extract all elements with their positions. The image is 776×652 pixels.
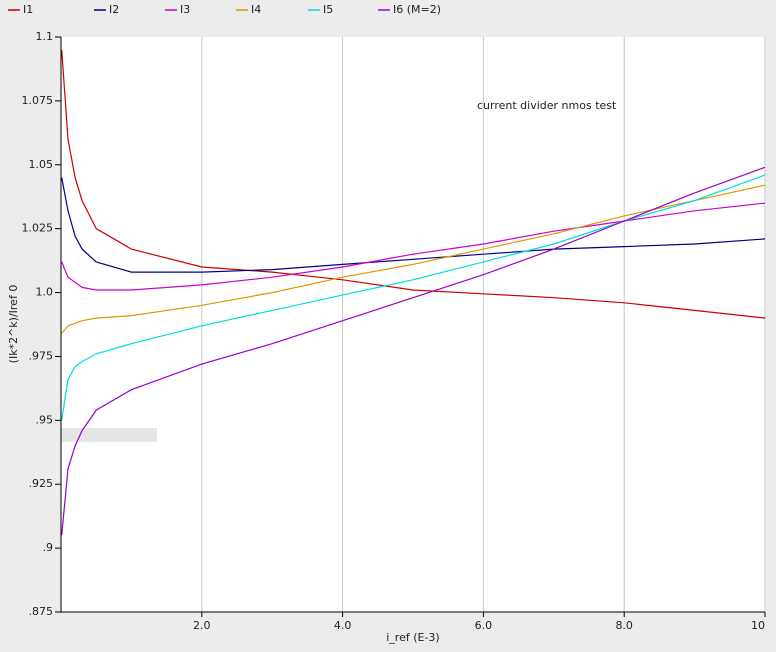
y-tick-label: .9 <box>43 541 54 554</box>
legend-label: I6 (M=2) <box>393 3 441 16</box>
y-tick-label: 1.05 <box>29 158 54 171</box>
x-tick-label: 8.0 <box>615 619 633 632</box>
y-tick-label: 1.1 <box>36 30 54 43</box>
y-tick-label: .975 <box>29 349 54 362</box>
series-line <box>61 166 766 536</box>
grid <box>201 37 766 612</box>
y-tick-label: .95 <box>36 413 54 426</box>
x-tick-label: 2.0 <box>193 619 211 632</box>
legend-label: I1 <box>23 3 33 16</box>
legend: I1 I2 I3 I4 I5 I6 (M=2) <box>8 3 441 16</box>
legend-label: I2 <box>109 3 119 16</box>
legend-label: I4 <box>251 3 261 16</box>
x-tick-label: 4.0 <box>334 619 352 632</box>
legend-label: I3 <box>180 3 190 16</box>
x-tick-label: 6.0 <box>475 619 493 632</box>
y-tick-label: 1.0 <box>36 286 54 299</box>
series-line <box>61 177 766 273</box>
x-tick-label: 10 <box>751 619 765 632</box>
y-tick-label: 1.025 <box>22 222 54 235</box>
x-axis-label: i_ref (E-3) <box>386 631 439 644</box>
y-tick-label: .925 <box>29 477 54 490</box>
series-line <box>61 49 766 319</box>
series-line <box>61 174 766 421</box>
plot-area <box>61 37 765 612</box>
y-tick-label: 1.075 <box>22 94 54 107</box>
lines <box>61 49 766 536</box>
y-tick-label: .875 <box>29 605 54 618</box>
tooltip-shadow <box>61 428 157 442</box>
series-line <box>61 202 766 291</box>
y-axis-label: (Ik*2^k)/Iref 0 <box>7 285 20 364</box>
series-line <box>61 184 766 334</box>
chart-title: current divider nmos test <box>477 99 617 112</box>
legend-label: I5 <box>323 3 333 16</box>
